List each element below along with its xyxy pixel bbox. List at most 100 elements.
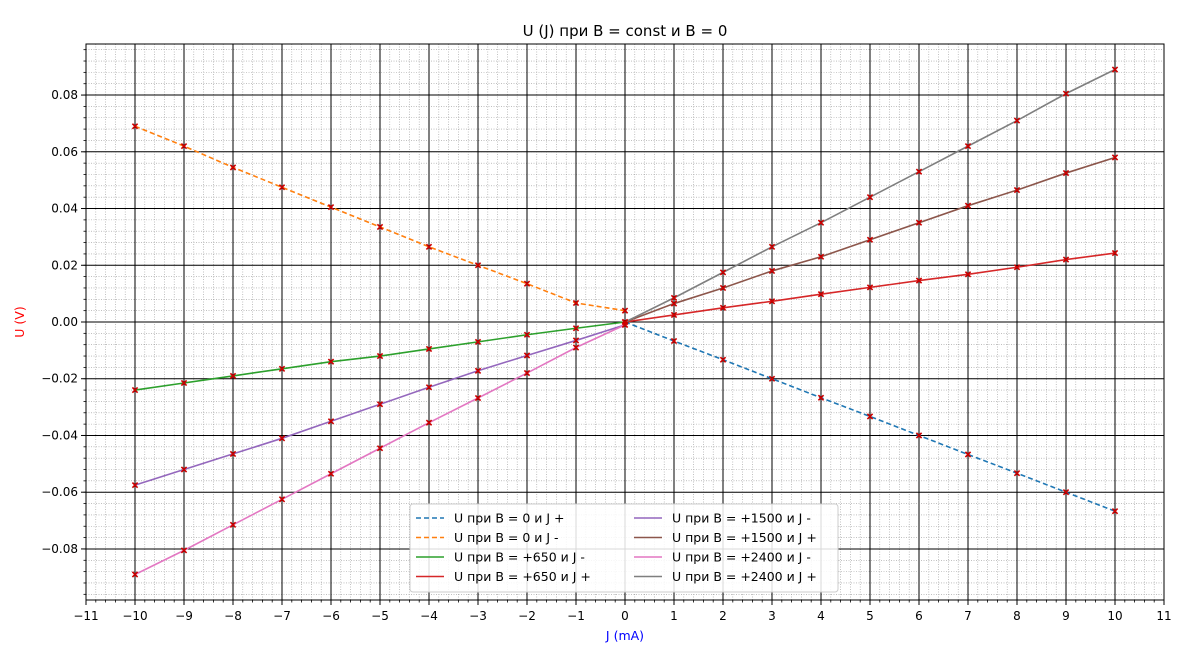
data-point: [866, 236, 874, 243]
data-point: [278, 184, 286, 191]
x-tick-label: 9: [1062, 609, 1070, 623]
x-tick-label: 8: [1013, 609, 1021, 623]
x-tick-label: −3: [469, 609, 487, 623]
data-point: [817, 394, 825, 401]
data-point: [572, 344, 580, 351]
data-point: [376, 445, 384, 452]
x-tick-label: 7: [964, 609, 972, 623]
data-point: [229, 372, 237, 380]
data-point: [670, 337, 678, 345]
x-tick-label: −4: [420, 609, 438, 623]
x-tick-label: −7: [273, 609, 291, 623]
y-axis-label: U (V): [12, 306, 27, 337]
data-point: [768, 375, 776, 382]
x-tick-label: −10: [122, 609, 147, 623]
data-point: [768, 243, 776, 250]
data-point: [817, 219, 825, 226]
data-point: [131, 386, 139, 394]
x-tick-label: 5: [866, 609, 874, 623]
y-tick-label: 0.02: [51, 258, 78, 272]
x-axis-label: J (mA): [605, 628, 644, 643]
data-point: [915, 219, 923, 226]
data-point: [1062, 256, 1070, 263]
data-point: [229, 521, 237, 528]
data-point: [131, 481, 139, 489]
data-point: [327, 358, 335, 365]
data-point: [866, 194, 874, 201]
data-point: [964, 142, 972, 150]
data-point: [915, 168, 923, 175]
data-point: [572, 299, 580, 307]
data-point: [523, 331, 531, 338]
x-tick-label: −6: [322, 609, 340, 623]
series-layer: [131, 66, 1119, 578]
data-point: [1111, 508, 1119, 515]
legend-label: U при B = +650 и J -: [454, 550, 585, 565]
data-point: [474, 262, 482, 269]
legend-box: [409, 503, 839, 593]
series-markers-7: [621, 66, 1119, 326]
data-point: [817, 253, 825, 260]
data-point: [670, 311, 678, 319]
legend-label: U при B = +2400 и J -: [672, 550, 811, 565]
data-point: [474, 367, 482, 374]
x-tick-label: 2: [719, 609, 727, 623]
data-point: [180, 466, 188, 473]
data-point: [278, 496, 286, 503]
x-tick-label: 0: [621, 609, 629, 623]
data-point: [572, 325, 580, 332]
y-tick-label: 0.00: [51, 315, 78, 329]
data-point: [474, 338, 482, 346]
data-point: [474, 394, 482, 402]
data-point: [866, 413, 874, 420]
legend-item: U при B = +2400 и J +: [634, 569, 817, 584]
data-point: [376, 352, 384, 360]
data-point: [719, 269, 727, 276]
data-point: [1111, 249, 1119, 257]
data-point: [180, 547, 188, 554]
data-point: [915, 432, 923, 439]
legend: U при B = 0 и J + U при B = 0 и J - U при …: [409, 503, 839, 593]
data-point: [768, 267, 776, 275]
data-point: [425, 384, 433, 391]
y-tick-label: 0.04: [51, 202, 78, 216]
legend-label: U при B = 0 и J +: [454, 511, 564, 526]
data-point: [131, 123, 139, 130]
data-point: [1111, 154, 1119, 161]
data-point: [327, 203, 335, 211]
x-tick-label: −2: [518, 609, 536, 623]
data-point: [327, 470, 335, 477]
data-point: [523, 280, 531, 287]
x-tick-label: −1: [567, 609, 585, 623]
data-point: [523, 369, 531, 377]
data-point: [768, 298, 776, 305]
data-point: [719, 356, 727, 363]
y-tick-label: −0.02: [41, 372, 78, 386]
data-point: [425, 243, 433, 250]
chart-title: U (J) при B = const и B = 0: [523, 22, 728, 40]
data-point: [964, 202, 972, 209]
x-tick-label: 3: [768, 609, 776, 623]
data-point: [621, 318, 629, 326]
data-point: [670, 294, 678, 302]
data-point: [229, 164, 237, 171]
data-point: [376, 401, 384, 408]
series-markers-1: [131, 123, 629, 314]
data-point: [180, 379, 188, 387]
x-tick-label: −11: [73, 609, 98, 623]
y-tick-label: −0.04: [41, 428, 78, 442]
data-point: [278, 435, 286, 442]
data-point: [327, 418, 335, 425]
series-markers-3: [621, 249, 1119, 326]
data-point: [719, 284, 727, 292]
x-tick-label: 11: [1156, 609, 1171, 623]
legend-item: U при B = +650 и J -: [416, 550, 585, 565]
y-tick-label: 0.06: [51, 145, 78, 159]
data-point: [1062, 169, 1070, 177]
tick-layer: −11 −10 −9 −8 −7 −6 −5 −4 −3 −2 −1 0 1 2 3 4 5 6 7 8 9 10 11−0…: [41, 49, 1172, 623]
data-point: [1111, 66, 1119, 73]
data-point: [1013, 470, 1021, 477]
data-point: [1013, 264, 1021, 271]
data-point: [229, 450, 237, 458]
